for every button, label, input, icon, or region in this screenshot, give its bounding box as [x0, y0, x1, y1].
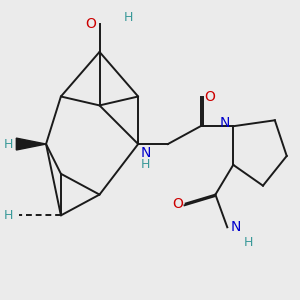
Text: H: H: [4, 209, 13, 222]
Text: O: O: [204, 89, 215, 103]
Text: N: N: [230, 220, 241, 234]
Text: H: H: [123, 11, 133, 24]
Text: O: O: [86, 17, 97, 31]
Polygon shape: [16, 138, 46, 150]
Text: H: H: [141, 158, 151, 171]
Text: H: H: [4, 138, 13, 151]
Text: H: H: [244, 236, 253, 249]
Text: N: N: [141, 146, 152, 160]
Text: O: O: [172, 196, 183, 211]
Text: N: N: [220, 116, 230, 130]
